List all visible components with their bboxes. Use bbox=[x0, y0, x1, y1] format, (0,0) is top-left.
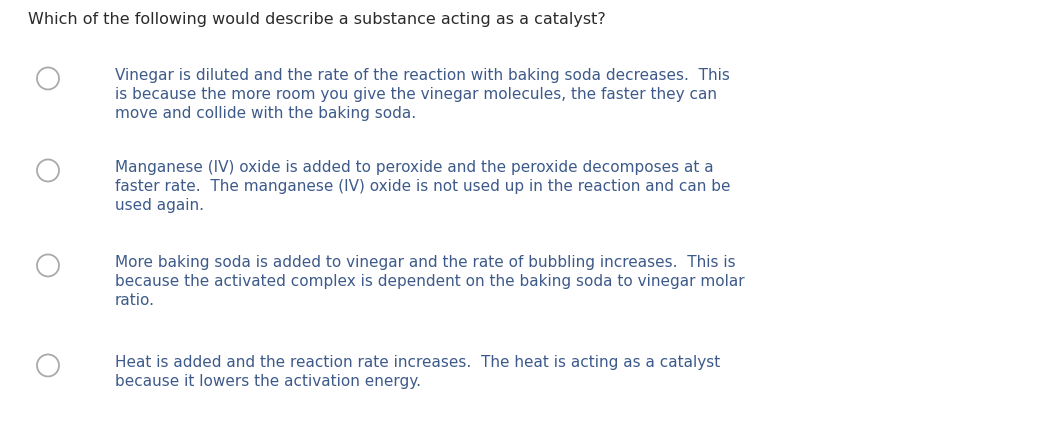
Text: move and collide with the baking soda.: move and collide with the baking soda. bbox=[115, 106, 416, 121]
Text: ratio.: ratio. bbox=[115, 293, 155, 308]
Text: Which of the following would describe a substance acting as a catalyst?: Which of the following would describe a … bbox=[28, 12, 605, 27]
Text: used again.: used again. bbox=[115, 198, 204, 213]
Text: Manganese (IV) oxide is added to peroxide and the peroxide decomposes at a: Manganese (IV) oxide is added to peroxid… bbox=[115, 160, 714, 175]
Text: Vinegar is diluted and the rate of the reaction with baking soda decreases.  Thi: Vinegar is diluted and the rate of the r… bbox=[115, 68, 730, 83]
Text: More baking soda is added to vinegar and the rate of bubbling increases.  This i: More baking soda is added to vinegar and… bbox=[115, 255, 736, 270]
Text: Heat is added and the reaction rate increases.  The heat is acting as a catalyst: Heat is added and the reaction rate incr… bbox=[115, 355, 720, 370]
Text: because it lowers the activation energy.: because it lowers the activation energy. bbox=[115, 374, 421, 389]
Text: faster rate.  The manganese (IV) oxide is not used up in the reaction and can be: faster rate. The manganese (IV) oxide is… bbox=[115, 179, 731, 194]
Text: because the activated complex is dependent on the baking soda to vinegar molar: because the activated complex is depende… bbox=[115, 274, 744, 289]
Text: is because the more room you give the vinegar molecules, the faster they can: is because the more room you give the vi… bbox=[115, 87, 717, 102]
